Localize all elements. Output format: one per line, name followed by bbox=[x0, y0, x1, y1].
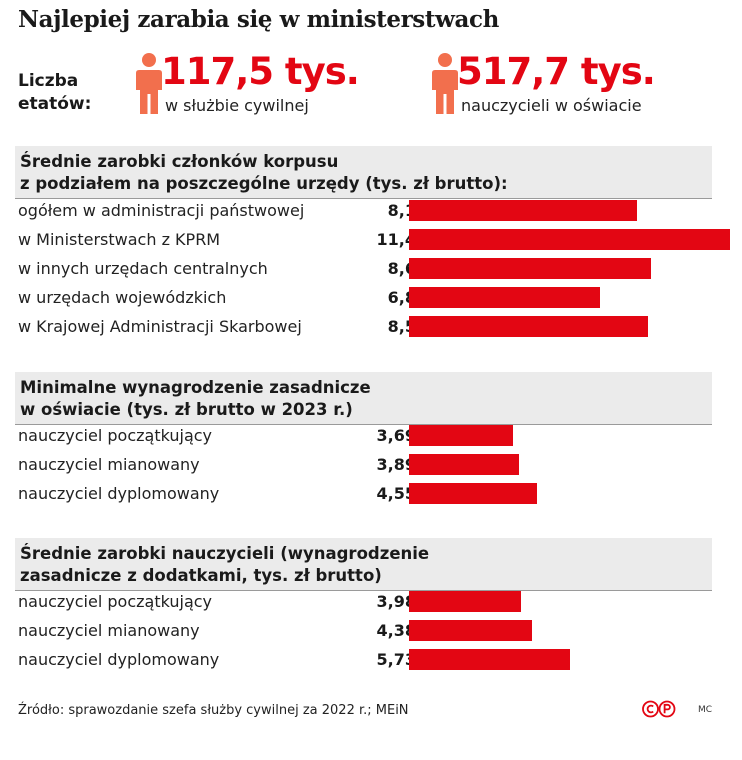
data-label: 3,69 bbox=[376, 426, 416, 445]
category-label: nauczyciel początkujący bbox=[18, 592, 213, 611]
bar bbox=[409, 591, 521, 612]
bar bbox=[409, 649, 570, 670]
section-header: Minimalne wynagrodzenie zasadnicze w ośw… bbox=[15, 372, 712, 425]
data-label: 4,38 bbox=[376, 621, 416, 640]
data-label: 11,4 bbox=[376, 230, 416, 249]
category-label: w Krajowej Administracji Skarbowej bbox=[18, 317, 302, 336]
person-icon bbox=[136, 53, 162, 114]
bar-row: nauczyciel początkujący 3,69 bbox=[18, 423, 718, 450]
category-label: nauczyciel dyplomowany bbox=[18, 484, 220, 503]
bar-row: nauczyciel początkujący 3,98 bbox=[18, 589, 718, 616]
bar-row: w Ministerstwach z KPRM 11,4 bbox=[18, 227, 730, 254]
category-label: w urzędach wojewódzkich bbox=[18, 288, 227, 307]
category-label: w innych urzędach centralnych bbox=[18, 259, 268, 278]
section-title-line2: w oświacie (tys. zł brutto w 2023 r.) bbox=[20, 400, 353, 419]
stat-label: nauczycieli w oświacie bbox=[461, 96, 642, 115]
chart-title: Najlepiej zarabia się w ministerstwach bbox=[18, 6, 499, 33]
category-label: w Ministerstwach z KPRM bbox=[18, 230, 221, 249]
stat-value: 117,5 tys. bbox=[161, 50, 360, 93]
bar bbox=[409, 454, 519, 475]
count-label: Liczba etatów: bbox=[18, 70, 118, 116]
bar-row: w Krajowej Administracji Skarbowej 8,5 bbox=[18, 314, 718, 341]
section-title-line1: Minimalne wynagrodzenie zasadnicze bbox=[20, 378, 371, 397]
count-label-line2: etatów: bbox=[18, 94, 92, 114]
section-title-line2: z podziałem na poszczególne urzędy (tys.… bbox=[20, 174, 508, 193]
bar-row: nauczyciel dyplomowany 5,73 bbox=[18, 647, 718, 674]
bar-row: w urzędach wojewódzkich 6,8 bbox=[18, 285, 718, 312]
bar-row: nauczyciel dyplomowany 4,55 bbox=[18, 481, 718, 508]
data-label: 8,6 bbox=[387, 259, 416, 278]
bar bbox=[409, 200, 637, 221]
section-title-line1: Średnie zarobki nauczycieli (wynagrodzen… bbox=[20, 544, 430, 563]
stat-label: w służbie cywilnej bbox=[165, 96, 309, 115]
stat-value: 517,7 tys. bbox=[457, 50, 656, 93]
bar bbox=[409, 316, 648, 337]
bar-row: ogółem w administracji państwowej 8,1 bbox=[18, 198, 718, 225]
bar-row: nauczyciel mianowany 4,38 bbox=[18, 618, 718, 645]
bar bbox=[409, 620, 532, 641]
category-label: ogółem w administracji państwowej bbox=[18, 201, 305, 220]
bar bbox=[409, 229, 730, 250]
bar bbox=[409, 258, 651, 279]
category-label: nauczyciel początkujący bbox=[18, 426, 213, 445]
category-label: nauczyciel dyplomowany bbox=[18, 650, 220, 669]
data-label: 8,5 bbox=[387, 317, 416, 336]
data-label: 3,89 bbox=[376, 455, 416, 474]
category-label: nauczyciel mianowany bbox=[18, 621, 200, 640]
count-label-line1: Liczba bbox=[18, 71, 79, 91]
data-label: 3,98 bbox=[376, 592, 416, 611]
data-label: 5,73 bbox=[376, 650, 416, 669]
data-label: 6,8 bbox=[387, 288, 416, 307]
section-title-line1: Średnie zarobki członków korpusu bbox=[20, 152, 339, 171]
bar bbox=[409, 425, 513, 446]
section-header: Średnie zarobki nauczycieli (wynagrodzen… bbox=[15, 538, 712, 591]
bar-row: w innych urzędach centralnych 8,6 bbox=[18, 256, 718, 283]
section-title-line2: zasadnicze z dodatkami, tys. zł brutto) bbox=[20, 566, 382, 585]
section-header: Średnie zarobki członków korpusu z podzi… bbox=[15, 146, 712, 199]
source-note: Źródło: sprawozdanie szefa służby cywiln… bbox=[18, 703, 409, 718]
data-label: 4,55 bbox=[376, 484, 416, 503]
author-initials: MC bbox=[698, 705, 713, 715]
data-label: 8,1 bbox=[387, 201, 416, 220]
person-icon bbox=[432, 53, 458, 114]
category-label: nauczyciel mianowany bbox=[18, 455, 200, 474]
bar-row: nauczyciel mianowany 3,89 bbox=[18, 452, 718, 479]
bar bbox=[409, 483, 537, 504]
copyright-logo bbox=[642, 700, 676, 718]
bar bbox=[409, 287, 600, 308]
